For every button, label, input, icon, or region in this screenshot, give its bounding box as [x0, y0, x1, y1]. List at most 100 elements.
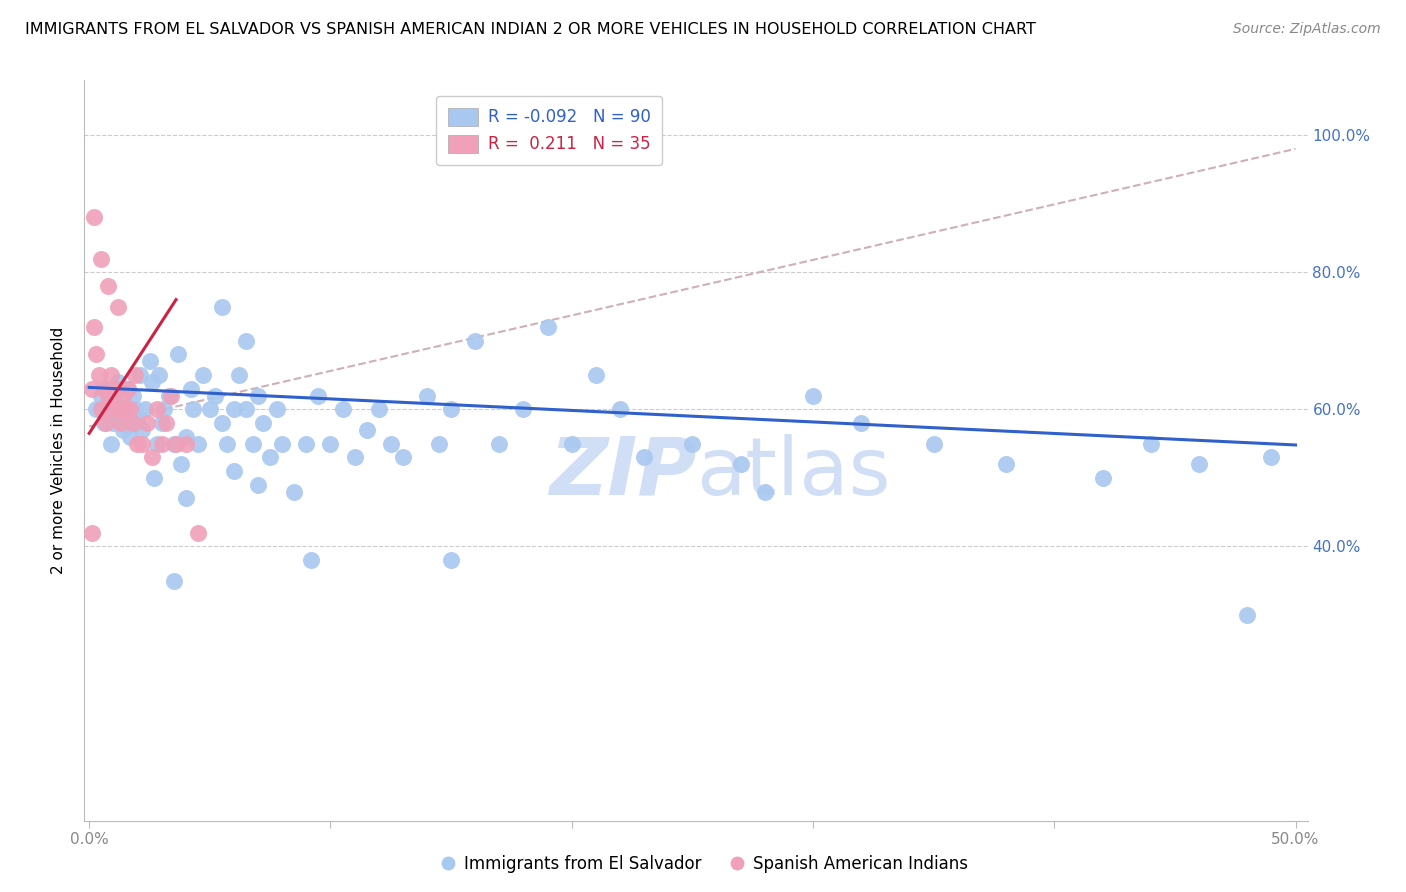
- Point: [117, 382, 139, 396]
- Point: [367, 402, 389, 417]
- Point: [136, 416, 159, 430]
- Point: [141, 450, 163, 465]
- Point: [609, 402, 631, 417]
- Point: [83, 320, 105, 334]
- Point: [150, 416, 173, 430]
- Point: [141, 375, 163, 389]
- Point: [561, 436, 583, 450]
- Point: [380, 436, 402, 450]
- Point: [266, 402, 288, 417]
- Text: IMMIGRANTS FROM EL SALVADOR VS SPANISH AMERICAN INDIAN 2 OR MORE VEHICLES IN HOU: IMMIGRANTS FROM EL SALVADOR VS SPANISH A…: [25, 22, 1036, 37]
- Point: [160, 389, 183, 403]
- Point: [319, 436, 342, 450]
- Point: [1260, 450, 1282, 465]
- Point: [211, 416, 233, 430]
- Point: [134, 402, 156, 417]
- Point: [97, 402, 120, 417]
- Point: [90, 252, 112, 266]
- Point: [103, 402, 125, 417]
- Point: [247, 477, 270, 491]
- Point: [110, 409, 132, 424]
- Point: [94, 382, 117, 396]
- Point: [681, 436, 703, 450]
- Point: [1236, 607, 1258, 622]
- Point: [111, 389, 134, 403]
- Point: [97, 389, 120, 403]
- Point: [332, 402, 354, 417]
- Point: [90, 402, 112, 417]
- Point: [162, 574, 184, 588]
- Point: [80, 382, 103, 396]
- Point: [167, 347, 190, 361]
- Point: [148, 368, 170, 382]
- Point: [86, 402, 108, 417]
- Point: [235, 334, 257, 348]
- Point: [138, 354, 160, 368]
- Point: [157, 389, 180, 403]
- Text: atlas: atlas: [696, 434, 890, 512]
- Point: [235, 402, 257, 417]
- Point: [191, 368, 214, 382]
- Point: [754, 484, 776, 499]
- Point: [121, 416, 143, 430]
- Point: [242, 436, 264, 450]
- Point: [165, 436, 187, 450]
- Point: [124, 368, 146, 382]
- Point: [283, 484, 305, 499]
- Point: [252, 416, 274, 430]
- Point: [271, 436, 294, 450]
- Point: [187, 525, 209, 540]
- Point: [128, 368, 150, 382]
- Point: [117, 382, 139, 396]
- Point: [440, 553, 463, 567]
- Point: [103, 416, 125, 430]
- Point: [107, 375, 129, 389]
- Point: [93, 416, 115, 430]
- Point: [259, 450, 281, 465]
- Point: [104, 395, 127, 409]
- Point: [585, 368, 607, 382]
- Point: [131, 423, 153, 437]
- Point: [174, 491, 197, 506]
- Point: [170, 457, 193, 471]
- Point: [295, 436, 318, 450]
- Point: [307, 389, 329, 403]
- Point: [80, 525, 103, 540]
- Point: [87, 368, 110, 382]
- Point: [536, 320, 558, 334]
- Point: [145, 402, 167, 417]
- Point: [187, 436, 209, 450]
- Point: [215, 436, 238, 450]
- Point: [222, 402, 245, 417]
- Point: [83, 211, 105, 225]
- Point: [111, 423, 134, 437]
- Point: [155, 416, 177, 430]
- Point: [90, 389, 112, 403]
- Point: [228, 368, 250, 382]
- Point: [162, 436, 184, 450]
- Point: [356, 423, 378, 437]
- Point: [94, 416, 117, 430]
- Point: [801, 389, 824, 403]
- Point: [211, 300, 233, 314]
- Y-axis label: 2 or more Vehicles in Household: 2 or more Vehicles in Household: [51, 326, 66, 574]
- Point: [222, 464, 245, 478]
- Legend: Immigrants from El Salvador, Spanish American Indians: Immigrants from El Salvador, Spanish Ame…: [430, 848, 976, 880]
- Point: [299, 553, 322, 567]
- Point: [247, 389, 270, 403]
- Point: [127, 436, 149, 450]
- Point: [174, 430, 197, 444]
- Point: [392, 450, 415, 465]
- Point: [633, 450, 655, 465]
- Point: [204, 389, 226, 403]
- Point: [922, 436, 945, 450]
- Legend: R = -0.092   N = 90, R =  0.211   N = 35: R = -0.092 N = 90, R = 0.211 N = 35: [436, 96, 662, 165]
- Text: Source: ZipAtlas.com: Source: ZipAtlas.com: [1233, 22, 1381, 37]
- Point: [416, 389, 439, 403]
- Point: [93, 382, 115, 396]
- Point: [131, 436, 153, 450]
- Text: ZIP: ZIP: [548, 434, 696, 512]
- Point: [512, 402, 534, 417]
- Point: [114, 402, 136, 417]
- Point: [427, 436, 450, 450]
